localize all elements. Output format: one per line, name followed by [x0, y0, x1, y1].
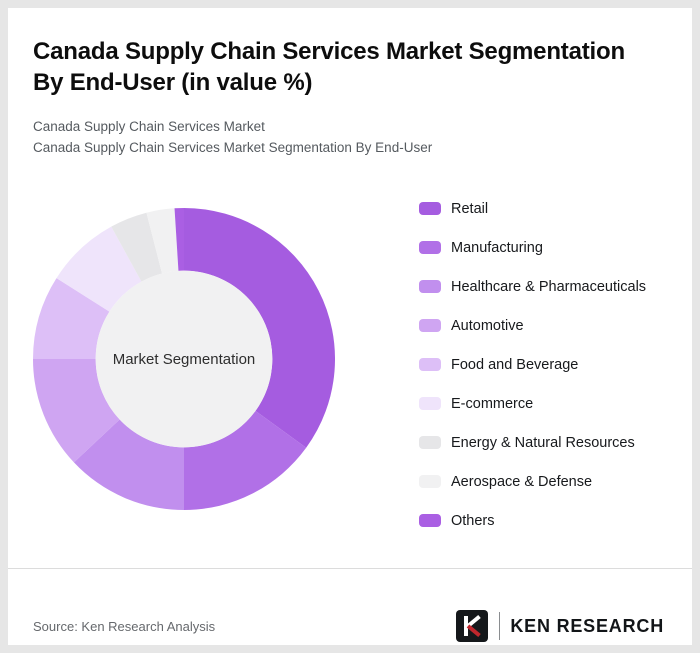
donut-chart: Market Segmentation [33, 208, 335, 510]
legend-swatch [419, 241, 441, 254]
donut-hole [95, 270, 273, 448]
logo-separator [499, 612, 501, 640]
legend-swatch [419, 475, 441, 488]
legend-swatch [419, 514, 441, 527]
legend-label: Energy & Natural Resources [451, 434, 635, 451]
donut-segment-food-and-beverage [33, 278, 110, 359]
legend-label: E-commerce [451, 395, 534, 412]
legend-swatch [419, 358, 441, 371]
chart-title: Canada Supply Chain Services Market Segm… [33, 36, 662, 98]
footer-divider [8, 568, 692, 569]
donut-segment-healthcare-pharmaceuticals [73, 419, 184, 510]
legend-label: Healthcare & Pharmaceuticals [451, 278, 647, 295]
ken-research-logo-mark [456, 610, 489, 642]
source-note: Source: Ken Research Analysis [33, 618, 216, 634]
legend-swatch [419, 319, 441, 332]
legend: Retail Manufacturing Healthcare & Pharmace… [419, 201, 646, 552]
chart-subtitles: Canada Supply Chain Services Market Cana… [33, 116, 662, 158]
donut-svg [33, 208, 335, 510]
legend-item-aerospace-defense: Aerospace & Defense [419, 473, 646, 490]
legend-label: Automotive [451, 317, 524, 334]
ken-research-logo-text: KEN RESEARCH [510, 615, 664, 636]
donut-segment-others [174, 208, 184, 271]
subtitle-line2: Canada Supply Chain Services Market Segm… [33, 140, 433, 155]
donut-segment-automotive [33, 359, 120, 463]
legend-swatch [419, 280, 441, 293]
chart-title-line1: Canada Supply Chain Services Market Segm… [33, 38, 625, 65]
legend-item-e-commerce: E-commerce [419, 395, 646, 412]
legend-label: Aerospace & Defense [451, 473, 593, 490]
legend-label: Others [451, 512, 495, 529]
legend-item-retail: Retail [419, 200, 646, 217]
legend-item-energy-natural-resources: Energy & Natural Resources [419, 434, 646, 451]
legend-label: Manufacturing [451, 239, 543, 256]
chart-title-line2: By End-User (in value %) [33, 69, 313, 96]
legend-item-manufacturing: Manufacturing [419, 239, 646, 256]
legend-label: Retail [451, 200, 489, 217]
legend-swatch [419, 397, 441, 410]
footer: Source: Ken Research Analysis KEN RESEAR… [33, 604, 664, 648]
donut-segment-aerospace-defense [146, 208, 179, 274]
donut-segment-retail [184, 208, 335, 448]
legend-swatch [419, 202, 441, 215]
header: Canada Supply Chain Services Market Segm… [8, 8, 692, 158]
legend-item-food-and-beverage: Food and Beverage [419, 356, 646, 373]
legend-label: Food and Beverage [451, 356, 579, 373]
report-card: Canada Supply Chain Services Market Segm… [8, 8, 692, 645]
legend-item-automotive: Automotive [419, 317, 646, 334]
legend-item-healthcare-pharmaceuticals: Healthcare & Pharmaceuticals [419, 278, 647, 295]
donut-segment-energy-natural-resources [111, 212, 163, 282]
donut-segment-e-commerce [56, 226, 142, 312]
subtitle-line1: Canada Supply Chain Services Market [33, 119, 265, 134]
ken-research-logo: KEN RESEARCH [455, 609, 664, 643]
legend-swatch [419, 436, 441, 449]
chart-area: Market Segmentation Retail Manufacturing H… [8, 201, 692, 552]
donut-segment-manufacturing [184, 410, 307, 510]
legend-item-others: Others [419, 512, 646, 529]
